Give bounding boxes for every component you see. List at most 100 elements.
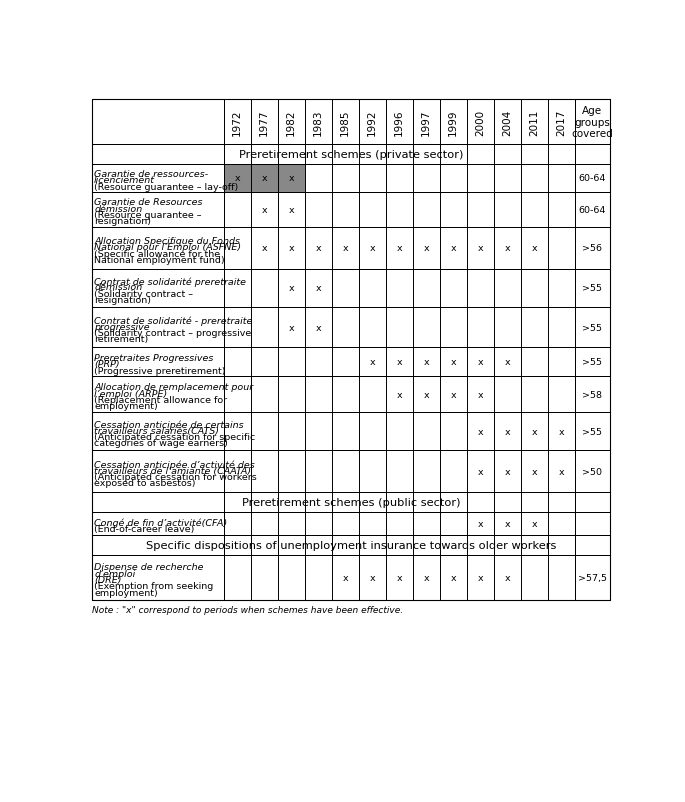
Text: l’emploi (ARPE): l’emploi (ARPE) (94, 389, 167, 398)
Bar (223, 164, 251, 192)
Text: (Anticipated cessation for specific: (Anticipated cessation for specific (94, 432, 256, 441)
Text: x: x (397, 358, 402, 367)
Text: x: x (423, 358, 429, 367)
Text: x: x (342, 573, 348, 582)
Text: x: x (450, 358, 456, 367)
Text: Contrat de solidarité preretraite: Contrat de solidarité preretraite (94, 277, 246, 286)
Text: licenciement: licenciement (94, 176, 155, 185)
Text: exposed to asbestos): exposed to asbestos) (94, 479, 196, 488)
Text: progressive: progressive (94, 322, 150, 331)
Text: x: x (423, 390, 429, 399)
Text: x: x (315, 323, 321, 332)
Text: x: x (397, 244, 402, 253)
Text: x: x (397, 390, 402, 399)
Text: Age
groups
covered: Age groups covered (571, 106, 613, 139)
Text: >55: >55 (582, 358, 603, 367)
Text: x: x (288, 284, 294, 293)
Text: x: x (423, 573, 429, 582)
Text: x: x (315, 244, 321, 253)
Text: Preretraites Progressives: Preretraites Progressives (94, 354, 214, 363)
Text: retirement): retirement) (94, 334, 149, 344)
Text: x: x (369, 573, 375, 582)
Text: 1996: 1996 (394, 109, 404, 136)
Text: (Solidarity contract –: (Solidarity contract – (94, 290, 193, 298)
Text: x: x (504, 520, 510, 529)
Text: x: x (477, 390, 483, 399)
Text: >50: >50 (582, 467, 603, 476)
Text: 1983: 1983 (313, 109, 323, 136)
Text: x: x (261, 174, 267, 183)
Text: Preretirement schemes (private sector): Preretirement schemes (private sector) (239, 150, 463, 160)
Text: Note : "x" correspond to periods when schemes have been effective.: Note : "x" correspond to periods when sc… (92, 606, 403, 614)
Text: x: x (288, 174, 294, 183)
Text: x: x (315, 284, 321, 293)
Text: Preretirement schemes (public sector): Preretirement schemes (public sector) (242, 497, 460, 508)
Text: 1999: 1999 (448, 109, 458, 136)
Text: Contrat de solidarité - preretraite: Contrat de solidarité - preretraite (94, 316, 253, 326)
Text: Congé de fin d’activité(CFA): Congé de fin d’activité(CFA) (94, 518, 227, 528)
Text: >58: >58 (582, 390, 603, 399)
Text: employment): employment) (94, 402, 158, 411)
Text: x: x (477, 244, 483, 253)
Text: 1972: 1972 (232, 109, 242, 136)
Text: x: x (504, 573, 510, 582)
Text: travailleurs salariés(CATS): travailleurs salariés(CATS) (94, 426, 219, 435)
Text: x: x (288, 205, 294, 215)
Text: x: x (450, 390, 456, 399)
Text: (Exemption from seeking: (Exemption from seeking (94, 581, 214, 590)
Text: (Progressive preretirement): (Progressive preretirement) (94, 367, 225, 375)
Text: x: x (397, 573, 402, 582)
Text: x: x (532, 520, 537, 529)
Text: Cessation anticipée de certains: Cessation anticipée de certains (94, 419, 244, 429)
Text: Allocation Specifique du Fonds: Allocation Specifique du Fonds (94, 237, 240, 245)
Text: (Replacement allowance for: (Replacement allowance for (94, 395, 227, 404)
Text: Dispense de recherche: Dispense de recherche (94, 563, 203, 572)
Text: x: x (423, 244, 429, 253)
Text: >55: >55 (582, 284, 603, 293)
Text: x: x (477, 520, 483, 529)
Text: x: x (342, 244, 348, 253)
Text: x: x (369, 358, 375, 367)
Text: Garantie de Resources: Garantie de Resources (94, 198, 203, 207)
Text: x: x (288, 323, 294, 332)
Text: categories of wage earners): categories of wage earners) (94, 439, 228, 448)
Text: x: x (504, 467, 510, 476)
Text: 1992: 1992 (367, 109, 377, 136)
Text: Cessation anticipée d’activité des: Cessation anticipée d’activité des (94, 460, 255, 469)
Text: x: x (504, 244, 510, 253)
Text: démission: démission (94, 283, 142, 292)
Text: Garantie de ressources-: Garantie de ressources- (94, 170, 208, 179)
Text: >56: >56 (582, 244, 603, 253)
Text: National pour l’Emploi (ASFNE): National pour l’Emploi (ASFNE) (94, 243, 241, 252)
Text: x: x (477, 573, 483, 582)
Text: x: x (369, 244, 375, 253)
Text: (Solidarity contract – progressive: (Solidarity contract – progressive (94, 329, 251, 338)
Text: 1985: 1985 (340, 109, 350, 136)
Bar (92, 100, 610, 600)
Text: 60-64: 60-64 (579, 205, 606, 215)
Text: x: x (450, 573, 456, 582)
Text: x: x (532, 427, 537, 436)
Text: (DRE): (DRE) (94, 575, 122, 585)
Text: (Resource guarantee –: (Resource guarantee – (94, 211, 201, 220)
Text: Allocation de remplacement pour: Allocation de remplacement pour (94, 383, 253, 391)
Bar (277, 164, 305, 192)
Text: x: x (261, 205, 267, 215)
Text: employment): employment) (94, 588, 158, 597)
Text: d’emploi: d’emploi (94, 569, 136, 578)
Text: x: x (477, 427, 483, 436)
Text: x: x (261, 244, 267, 253)
Text: x: x (288, 244, 294, 253)
Text: 2000: 2000 (475, 109, 485, 136)
Text: x: x (477, 467, 483, 476)
Text: National employment fund): National employment fund) (94, 256, 225, 265)
Text: x: x (558, 427, 564, 436)
Text: x: x (504, 427, 510, 436)
Text: x: x (558, 467, 564, 476)
Text: (PRP): (PRP) (94, 360, 120, 369)
Bar (251, 164, 277, 192)
Text: x: x (477, 358, 483, 367)
Text: 2004: 2004 (502, 109, 512, 136)
Text: x: x (450, 244, 456, 253)
Text: (Resource guarantee – lay-off): (Resource guarantee – lay-off) (94, 182, 238, 192)
